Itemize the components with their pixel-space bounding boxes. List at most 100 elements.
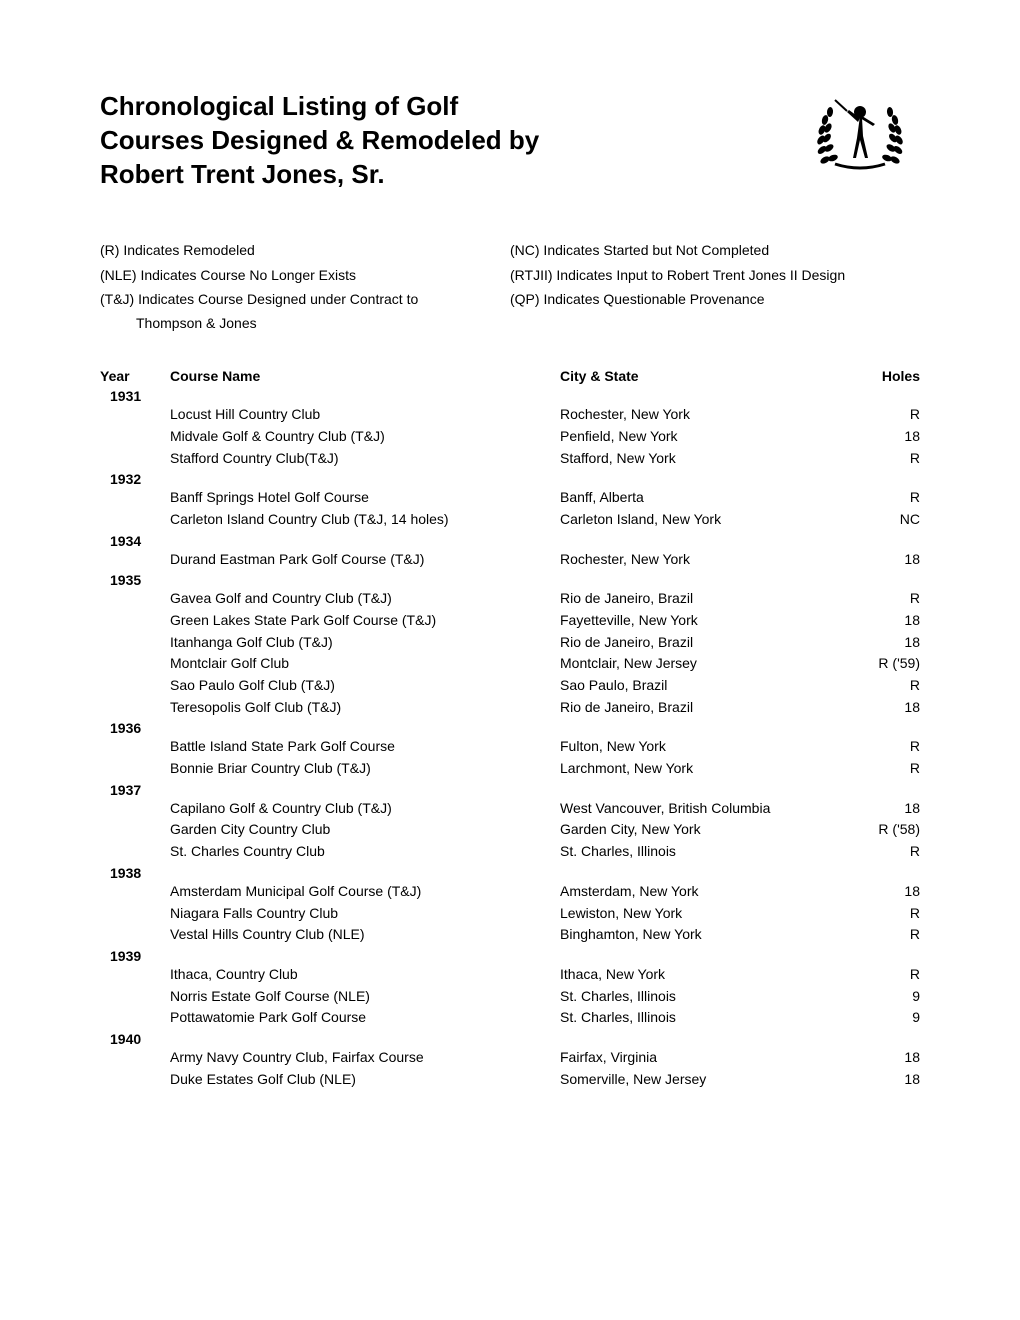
course-row: Green Lakes State Park Golf Course (T&J)… (100, 610, 920, 632)
cell-holes: 18 (810, 610, 920, 632)
cell-city: Penfield, New York (560, 426, 810, 448)
cell-course: Carleton Island Country Club (T&J, 14 ho… (170, 509, 560, 531)
cell-course: Capilano Golf & Country Club (T&J) (170, 798, 560, 820)
cell-city: Rio de Janeiro, Brazil (560, 697, 810, 719)
cell-holes: R ('58) (810, 819, 920, 841)
title-line-2: Courses Designed & Remodeled by (100, 124, 760, 158)
year-heading: 1936 (100, 720, 920, 736)
course-row: Gavea Golf and Country Club (T&J)Rio de … (100, 588, 920, 610)
cell-city: Binghamton, New York (560, 924, 810, 946)
cell-city: Carleton Island, New York (560, 509, 810, 531)
cell-course: Garden City Country Club (170, 819, 560, 841)
cell-year (100, 549, 170, 571)
cell-course: Battle Island State Park Golf Course (170, 736, 560, 758)
year-heading: 1934 (100, 533, 920, 549)
course-row: Bonnie Briar Country Club (T&J)Larchmont… (100, 758, 920, 780)
cell-holes: 9 (810, 1007, 920, 1029)
legend-item: (T&J) Indicates Course Designed under Co… (100, 290, 510, 308)
cell-year (100, 448, 170, 470)
cell-year (100, 632, 170, 654)
golfer-laurel-logo-icon (800, 90, 920, 180)
cell-year (100, 924, 170, 946)
legend-item: (NLE) Indicates Course No Longer Exists (100, 266, 510, 284)
legend-left: (R) Indicates Remodeled (NLE) Indicates … (100, 241, 510, 338)
cell-course: Green Lakes State Park Golf Course (T&J) (170, 610, 560, 632)
cell-city: Rio de Janeiro, Brazil (560, 588, 810, 610)
cell-year (100, 964, 170, 986)
legend-right: (NC) Indicates Started but Not Completed… (510, 241, 920, 338)
year-heading: 1939 (100, 948, 920, 964)
cell-holes: R (810, 675, 920, 697)
cell-city: West Vancouver, British Columbia (560, 798, 810, 820)
cell-holes: R (810, 841, 920, 863)
cell-holes: 18 (810, 798, 920, 820)
cell-year (100, 426, 170, 448)
cell-holes: R (810, 964, 920, 986)
cell-course: Durand Eastman Park Golf Course (T&J) (170, 549, 560, 571)
col-holes-header: Holes (810, 368, 920, 384)
cell-year (100, 588, 170, 610)
year-heading: 1931 (100, 388, 920, 404)
cell-course: Amsterdam Municipal Golf Course (T&J) (170, 881, 560, 903)
course-row: Battle Island State Park Golf CourseFult… (100, 736, 920, 758)
cell-course: Norris Estate Golf Course (NLE) (170, 986, 560, 1008)
cell-holes: R (810, 404, 920, 426)
title-line-1: Chronological Listing of Golf (100, 90, 760, 124)
cell-holes: R (810, 903, 920, 925)
page-title: Chronological Listing of Golf Courses De… (100, 90, 800, 191)
cell-city: St. Charles, Illinois (560, 841, 810, 863)
legend-item: (RTJII) Indicates Input to Robert Trent … (510, 266, 920, 284)
cell-year (100, 1007, 170, 1029)
cell-city: Rio de Janeiro, Brazil (560, 632, 810, 654)
cell-course: Bonnie Briar Country Club (T&J) (170, 758, 560, 780)
cell-city: Fairfax, Virginia (560, 1047, 810, 1069)
cell-course: Duke Estates Golf Club (NLE) (170, 1069, 560, 1091)
cell-city: Sao Paulo, Brazil (560, 675, 810, 697)
cell-year (100, 881, 170, 903)
cell-city: Stafford, New York (560, 448, 810, 470)
cell-year (100, 986, 170, 1008)
course-row: St. Charles Country ClubSt. Charles, Ill… (100, 841, 920, 863)
cell-course: Stafford Country Club(T&J) (170, 448, 560, 470)
course-row: Duke Estates Golf Club (NLE)Somerville, … (100, 1069, 920, 1091)
cell-holes: 18 (810, 881, 920, 903)
cell-city: Amsterdam, New York (560, 881, 810, 903)
course-row: Sao Paulo Golf Club (T&J)Sao Paulo, Braz… (100, 675, 920, 697)
cell-city: Rochester, New York (560, 404, 810, 426)
cell-course: Vestal Hills Country Club (NLE) (170, 924, 560, 946)
cell-city: Garden City, New York (560, 819, 810, 841)
cell-holes: 18 (810, 426, 920, 448)
cell-holes: 18 (810, 1069, 920, 1091)
cell-city: Rochester, New York (560, 549, 810, 571)
course-row: Itanhanga Golf Club (T&J)Rio de Janeiro,… (100, 632, 920, 654)
cell-course: Itanhanga Golf Club (T&J) (170, 632, 560, 654)
cell-course: Ithaca, Country Club (170, 964, 560, 986)
cell-year (100, 841, 170, 863)
cell-course: Army Navy Country Club, Fairfax Course (170, 1047, 560, 1069)
col-course-header: Course Name (170, 368, 560, 384)
cell-holes: 18 (810, 697, 920, 719)
cell-course: St. Charles Country Club (170, 841, 560, 863)
cell-year (100, 736, 170, 758)
cell-holes: R (810, 758, 920, 780)
legend-item: (R) Indicates Remodeled (100, 241, 510, 259)
cell-holes: 18 (810, 1047, 920, 1069)
cell-holes: 9 (810, 986, 920, 1008)
cell-year (100, 697, 170, 719)
cell-year (100, 509, 170, 531)
course-row: Garden City Country ClubGarden City, New… (100, 819, 920, 841)
cell-city: Somerville, New Jersey (560, 1069, 810, 1091)
cell-year (100, 487, 170, 509)
cell-course: Gavea Golf and Country Club (T&J) (170, 588, 560, 610)
course-row: Stafford Country Club(T&J)Stafford, New … (100, 448, 920, 470)
cell-year (100, 819, 170, 841)
year-heading: 1938 (100, 865, 920, 881)
cell-city: Larchmont, New York (560, 758, 810, 780)
year-heading: 1935 (100, 572, 920, 588)
cell-course: Niagara Falls Country Club (170, 903, 560, 925)
cell-year (100, 1069, 170, 1091)
cell-city: Montclair, New Jersey (560, 653, 810, 675)
title-line-3: Robert Trent Jones, Sr. (100, 158, 760, 192)
cell-holes: R (810, 588, 920, 610)
course-row: Amsterdam Municipal Golf Course (T&J)Ams… (100, 881, 920, 903)
